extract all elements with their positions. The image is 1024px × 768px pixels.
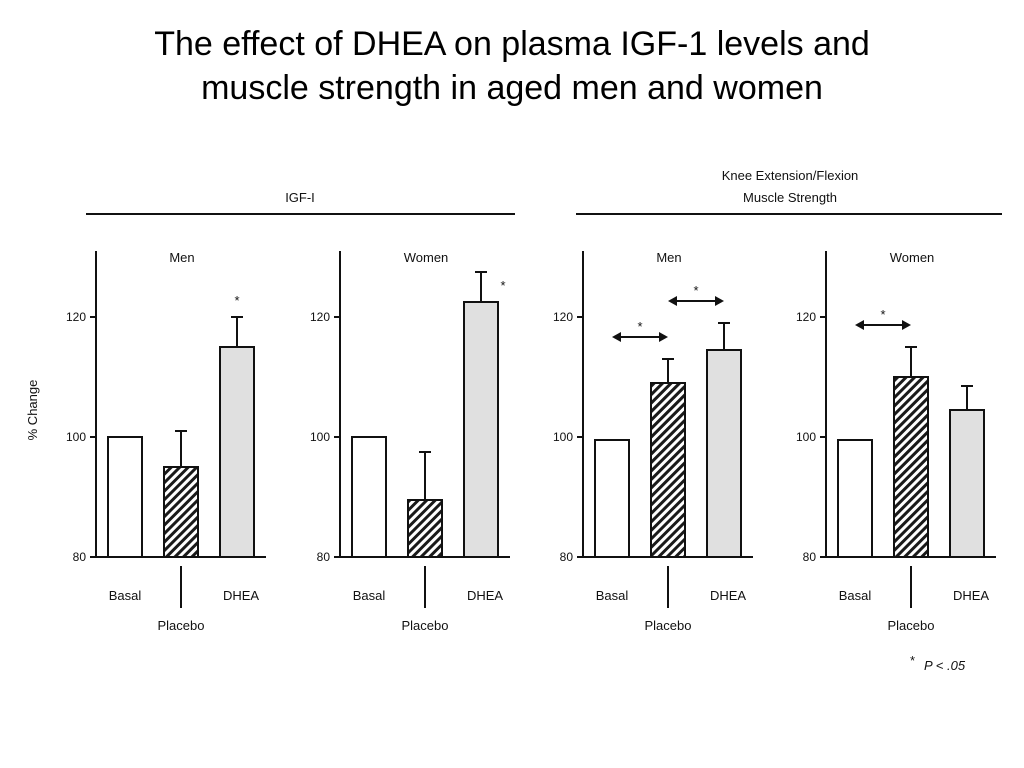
y-tick-label: 100 [310, 430, 330, 444]
group-label-igf: IGF-I [285, 190, 315, 205]
bar-basal [594, 439, 630, 558]
panel-title: Men [169, 250, 194, 265]
significance-star: * [500, 278, 505, 293]
panels: Men 80 100 120 Basal DHEA Placebo * Women 80 100 12… [66, 250, 996, 633]
sig-note-text: P < .05 [924, 658, 966, 673]
y-tick-label: 80 [317, 550, 331, 564]
bar-placebo [407, 499, 443, 558]
y-tick-label: 100 [553, 430, 573, 444]
x-tick-label: Basal [353, 588, 386, 603]
panel-4: Women 80 100 120 Basal DHEA Placebo * [796, 250, 996, 633]
x-tick-label: Basal [839, 588, 872, 603]
significance-star: * [880, 307, 885, 322]
x-tick-label: Placebo [645, 618, 692, 633]
panel-title: Men [656, 250, 681, 265]
arrow-head-left [612, 332, 621, 342]
x-tick-label: Placebo [888, 618, 935, 633]
group-label-strength-line-1: Knee Extension/Flexion [722, 168, 859, 183]
y-tick-label: 120 [66, 310, 86, 324]
y-tick-label: 80 [803, 550, 817, 564]
bar-basal [351, 436, 387, 558]
sig-note-star: * [910, 653, 915, 668]
arrow-head-right [659, 332, 668, 342]
arrow-head-left [668, 296, 677, 306]
x-tick-label: Basal [109, 588, 142, 603]
x-tick-label: Placebo [158, 618, 205, 633]
y-tick-label: 100 [796, 430, 816, 444]
y-tick-label: 80 [560, 550, 574, 564]
bar-basal [107, 436, 143, 558]
x-tick-label: DHEA [223, 588, 259, 603]
significance-star: * [693, 283, 698, 298]
arrow-head-right [902, 320, 911, 330]
slide-title: The effect of DHEA on plasma IGF-1 level… [0, 22, 1024, 110]
panel-2: Women 80 100 120 Basal DHEA Placebo * [310, 250, 510, 633]
panel-title: Women [404, 250, 449, 265]
x-tick-label: DHEA [710, 588, 746, 603]
y-tick-label: 120 [553, 310, 573, 324]
title-line-1: The effect of DHEA on plasma IGF-1 level… [154, 25, 870, 63]
x-tick-label: DHEA [953, 588, 989, 603]
significance-star: * [637, 319, 642, 334]
y-tick-label: 100 [66, 430, 86, 444]
bar-dhea [949, 409, 985, 558]
group-label-strength-line-2: Muscle Strength [743, 190, 837, 205]
bar-dhea [219, 346, 255, 558]
bar-dhea [463, 301, 499, 558]
bar-placebo [650, 382, 686, 558]
panel-title: Women [890, 250, 935, 265]
bar-placebo [163, 466, 199, 558]
bar-placebo [893, 376, 929, 558]
panel-3: Men 80 100 120 Basal DHEA Placebo * * [553, 250, 753, 633]
y-tick-label: 80 [73, 550, 87, 564]
y-axis-label: % Change [25, 380, 40, 441]
arrow-head-left [855, 320, 864, 330]
y-tick-label: 120 [796, 310, 816, 324]
bar-basal [837, 439, 873, 558]
bar-dhea [706, 349, 742, 558]
x-tick-label: Placebo [402, 618, 449, 633]
significance-star: * [234, 293, 239, 308]
x-tick-label: Basal [596, 588, 629, 603]
x-tick-label: DHEA [467, 588, 503, 603]
title-line-2: muscle strength in aged men and women [201, 69, 823, 107]
arrow-head-right [715, 296, 724, 306]
y-tick-label: 120 [310, 310, 330, 324]
panel-1: Men 80 100 120 Basal DHEA Placebo * [66, 250, 266, 633]
